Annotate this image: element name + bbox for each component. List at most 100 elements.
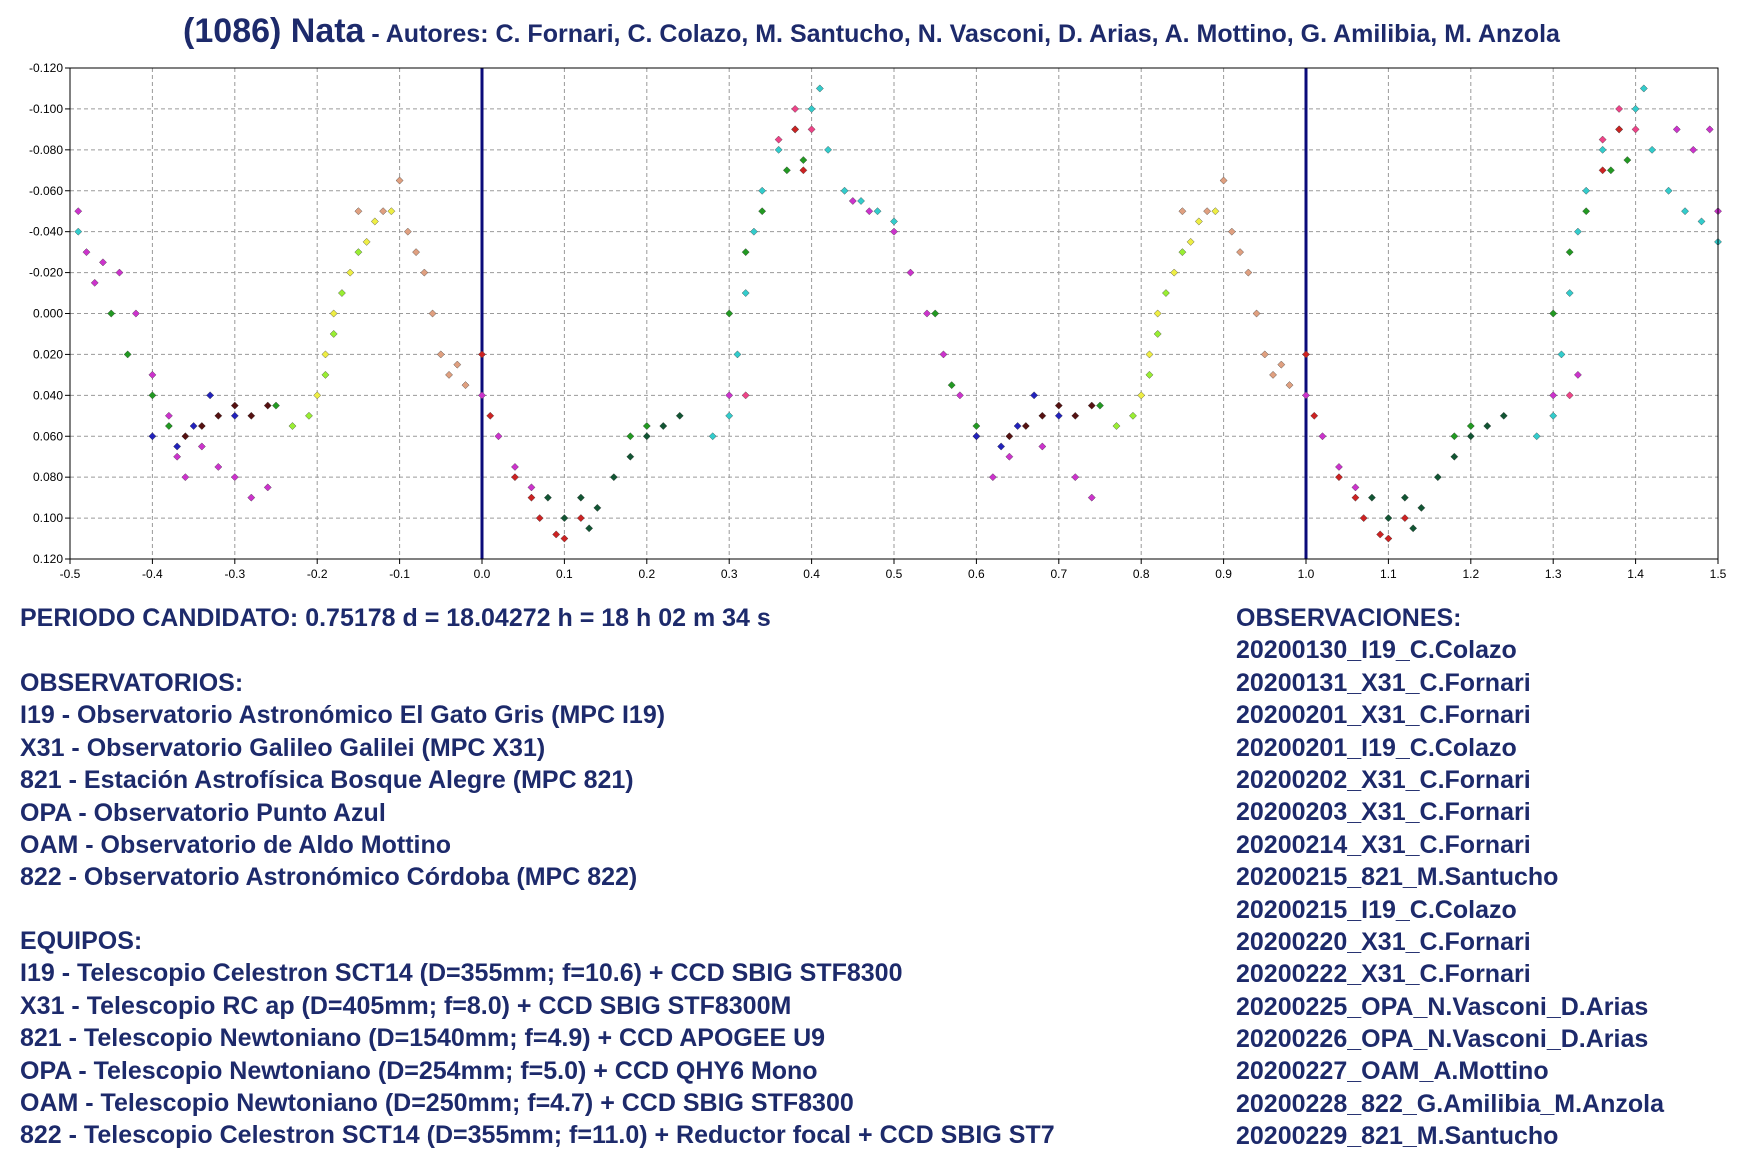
data-point: [99, 258, 107, 267]
data-point: [560, 514, 569, 522]
x-tick-label: 0.6: [968, 567, 985, 581]
data-point: [1096, 401, 1104, 410]
data-point: [1335, 463, 1343, 471]
data-point: [1565, 391, 1574, 400]
data-point: [1359, 514, 1368, 522]
data-point: [123, 350, 132, 359]
data-point: [791, 125, 800, 134]
data-point: [1153, 330, 1162, 338]
grid: [69, 67, 1719, 560]
data-point: [1112, 422, 1121, 430]
data-point: [1532, 432, 1541, 441]
data-point: [1087, 493, 1096, 502]
data-point: [272, 401, 280, 410]
data-point: [815, 84, 824, 93]
data-point: [725, 309, 734, 318]
data-point: [609, 473, 618, 482]
observacion-item: 20200226_OPA_N.Vasconi_D.Arias: [1236, 1025, 1649, 1054]
equipo-item: I19 - Telescopio Celestron SCT14 (D=355m…: [20, 959, 903, 988]
data-point: [733, 350, 742, 359]
data-point: [1549, 391, 1558, 400]
data-point: [1227, 227, 1236, 236]
equipo-item: 821 - Telescopio Newtoniano (D=1540mm; f…: [20, 1024, 826, 1053]
data-point: [848, 197, 857, 205]
observacion-item: 20200203_X31_C.Fornari: [1236, 798, 1531, 827]
data-point: [1565, 248, 1574, 257]
data-point: [173, 452, 182, 461]
data-point: [774, 135, 783, 144]
data-point: [626, 432, 635, 441]
observacion-item: 20200214_X31_C.Fornari: [1236, 830, 1531, 859]
data-point: [1631, 125, 1640, 134]
data-point: [1310, 411, 1319, 420]
y-tick-label: 0.020: [33, 347, 63, 361]
data-point: [626, 452, 635, 461]
data-point: [1145, 350, 1154, 359]
data-point: [939, 350, 948, 359]
x-tick-label: 0.3: [721, 567, 738, 581]
data-point: [1549, 309, 1558, 318]
observacion-item: 20200215_I19_C.Colazo: [1236, 895, 1517, 924]
data-point: [1054, 411, 1063, 420]
data-point: [478, 350, 486, 359]
plot-frame: [69, 67, 1719, 560]
observacion-item: 20200130_I19_C.Colazo: [1236, 636, 1517, 665]
data-point: [807, 105, 816, 113]
data-point: [1623, 156, 1632, 164]
observatorios-section: OBSERVATORIOS: I19 - Observatorio Astron…: [20, 667, 665, 894]
data-point: [1285, 381, 1294, 389]
data-point: [494, 432, 503, 441]
observatorio-item: X31 - Observatorio Galileo Galilei (MPC …: [20, 733, 546, 762]
y-tick-label: -0.120: [29, 61, 63, 75]
data-point: [1335, 473, 1343, 482]
equipo-item: OAM - Telescopio Newtoniano (D=250mm; f=…: [20, 1088, 854, 1117]
data-point: [428, 309, 437, 318]
data-point: [181, 432, 190, 441]
data-point: [164, 411, 173, 420]
data-point: [1705, 125, 1714, 134]
data-point: [807, 125, 816, 134]
data-point: [1302, 350, 1310, 359]
data-point: [906, 268, 915, 277]
equipos-heading: EQUIPOS:: [20, 927, 143, 955]
observaciones-section: OBSERVACIONES: 20200130_I19_C.Colazo 202…: [1236, 602, 1664, 1153]
data-point: [1615, 105, 1624, 113]
data-point: [1244, 268, 1253, 277]
data-points: [74, 84, 1722, 543]
data-point: [1005, 432, 1014, 441]
axis-ticks: -0.5 -0.4 -0.3 -0.2 -0.1 0.0 0.1 0.2 0.3 0.4 0.5 0.…: [29, 61, 1727, 581]
data-point: [865, 207, 874, 216]
y-tick-label: -0.060: [29, 184, 63, 198]
data-point: [230, 473, 239, 482]
y-tick-label: -0.040: [29, 225, 63, 239]
observaciones-heading: OBSERVACIONES:: [1236, 604, 1462, 632]
data-point: [214, 411, 223, 420]
data-point: [527, 493, 536, 502]
data-point: [774, 145, 783, 154]
data-point: [560, 534, 569, 543]
y-tick-label: -0.080: [29, 143, 63, 157]
data-point: [782, 166, 791, 175]
y-tick-label: 0.120: [33, 552, 63, 566]
data-point: [791, 105, 800, 113]
y-tick-label: 0.040: [33, 388, 63, 402]
data-point: [90, 278, 99, 287]
observacion-item: 20200201_X31_C.Fornari: [1236, 701, 1531, 730]
data-point: [585, 524, 594, 533]
phase-markers: [480, 68, 1308, 559]
data-point: [758, 186, 767, 195]
data-point: [181, 473, 190, 482]
data-point: [214, 463, 223, 471]
data-point: [956, 391, 964, 400]
data-point: [799, 156, 808, 164]
data-point: [288, 422, 297, 430]
data-point: [1466, 432, 1475, 441]
x-tick-label: 1.1: [1380, 567, 1397, 581]
data-point: [1145, 370, 1154, 379]
data-point: [1384, 514, 1393, 522]
data-point: [403, 227, 412, 236]
observacion-item: 20200227_OAM_A.Mottino: [1236, 1057, 1549, 1086]
data-point: [642, 422, 651, 430]
data-point: [1186, 238, 1195, 246]
observatorio-item: 821 - Estación Astrofísica Bosque Alegre…: [20, 766, 634, 795]
